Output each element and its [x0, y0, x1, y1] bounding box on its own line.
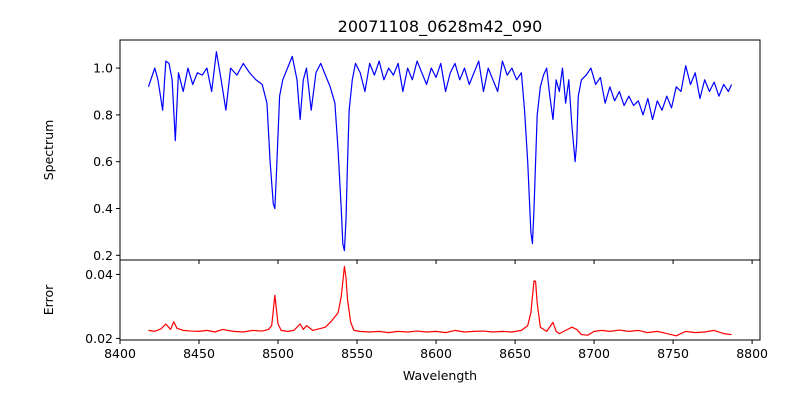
spectrum-y-tick-label: 0.6 [93, 154, 113, 169]
spectrum-panel: 0.2 0.4 0.6 0.8 1.0 Spectrum [41, 39, 761, 264]
error-x-tick-label: 8650 [499, 346, 531, 361]
spectrum-series-line [147, 51, 733, 252]
spectrum-y-label: Spectrum [41, 120, 56, 181]
error-x-tick-label: 8800 [736, 346, 768, 361]
error-y-label: Error [41, 284, 56, 315]
error-y-tick-label: 0.02 [85, 331, 113, 346]
error-series-group [148, 265, 732, 337]
error-x-tick-label: 8600 [420, 346, 452, 361]
error-x-tick-label: 8500 [262, 346, 294, 361]
error-panel: 0.02 0.04 8400 8450 8500 8550 8600 8650 8700 875… [41, 259, 768, 383]
error-x-tick-label: 8750 [657, 346, 689, 361]
error-axes-frame [119, 259, 761, 341]
error-y-ticks: 0.02 0.04 [85, 267, 120, 346]
spectrum-y-tick-label: 0.2 [93, 248, 113, 263]
x-axis-label: Wavelength [403, 368, 477, 383]
error-x-tick-label: 8550 [341, 346, 373, 361]
chart-title: 20071108_0628m42_090 [338, 17, 543, 37]
spectrum-series-group [147, 51, 733, 252]
error-x-ticks: 8400 8450 8500 8550 8600 8650 8700 8750 8800 [104, 340, 768, 361]
error-x-tick-label: 8700 [578, 346, 610, 361]
spectrum-y-tick-label: 1.0 [93, 61, 113, 76]
error-x-tick-label: 8450 [183, 346, 215, 361]
error-x-tick-label: 8400 [104, 346, 136, 361]
spectrum-y-tick-label: 0.8 [93, 107, 113, 122]
spectrum-y-tick-label: 0.4 [93, 201, 113, 216]
spectrum-y-ticks: 0.2 0.4 0.6 0.8 1.0 [93, 61, 120, 263]
error-y-tick-label: 0.04 [85, 267, 113, 282]
error-series-line [148, 265, 732, 337]
